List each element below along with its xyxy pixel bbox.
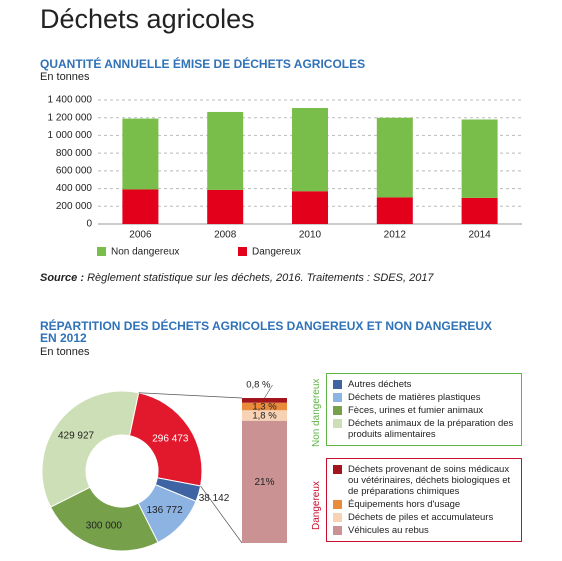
legend-item: Véhicules au rebus <box>333 525 515 536</box>
y-tick-label: 0 <box>86 219 92 230</box>
legend-box: Autres déchets Déchets de matières plasti… <box>326 373 522 446</box>
legend-swatch <box>333 465 342 474</box>
legend-label: Non dangereux <box>111 247 179 258</box>
legend-swatch <box>238 247 247 256</box>
chart-title: RÉPARTITION DES DÉCHETS AGRICOLES DANGER… <box>40 319 493 345</box>
y-tick-label: 200 000 <box>56 201 93 212</box>
y-tick-label: 1 400 000 <box>48 95 93 106</box>
breakdown-segment <box>242 402 287 411</box>
bar-segment <box>292 191 328 224</box>
legend-label: Dangereux <box>252 247 301 258</box>
source-text: Règlement statistique sur les déchets, 2… <box>87 272 434 284</box>
breakdown-segment <box>242 410 287 421</box>
x-tick-label: 2010 <box>299 230 322 241</box>
legend-swatch <box>97 247 106 256</box>
donut-slice <box>49 486 159 552</box>
chart-subtitle: En tonnes <box>40 71 90 83</box>
legend-item: Déchets de matières plastiques <box>333 392 515 403</box>
legend-label: Déchets provenant de soins médicaux ou v… <box>348 464 511 497</box>
legend-item: Équipements hors d'usage <box>333 499 515 510</box>
bar-segment <box>122 118 159 190</box>
x-tick-label: 2014 <box>468 230 491 241</box>
legend-label: Déchets de piles et accumulateurs <box>348 512 494 523</box>
bar-segment <box>376 117 413 198</box>
bar-segment <box>207 111 244 190</box>
donut-slice <box>128 392 203 487</box>
source-label: Source : <box>40 272 85 284</box>
legend-item: Déchets provenant de soins médicaux ou v… <box>333 464 515 497</box>
legend-swatch <box>333 500 342 509</box>
breakdown-segment <box>242 398 287 403</box>
connector <box>200 485 243 544</box>
legend-swatch <box>333 526 342 535</box>
y-tick-label: 600 000 <box>56 165 93 176</box>
legend-box: Déchets provenant de soins médicaux ou v… <box>326 458 522 542</box>
legend-swatch <box>333 513 342 522</box>
x-tick-label: 2008 <box>214 230 237 241</box>
bar-segment <box>461 119 498 198</box>
legend-swatch <box>333 393 342 402</box>
breakdown-label: 1,8 % <box>252 410 277 421</box>
bar-segment <box>207 189 244 224</box>
leader-line <box>264 384 273 399</box>
legend-label: Équipements hors d'usage <box>348 499 461 510</box>
x-tick-label: 2006 <box>129 230 152 241</box>
page-heading: Déchets agricoles <box>40 4 255 34</box>
donut-value-label: 296 473 <box>152 434 189 445</box>
donut-value-label: 429 927 <box>58 430 95 441</box>
donut-value-label: 38 142 <box>199 493 230 504</box>
y-tick-label: 800 000 <box>56 148 93 159</box>
source: Source : Règlement statistique sur les d… <box>40 272 434 284</box>
donut-value-label: 300 000 <box>86 521 123 532</box>
legend-swatch <box>333 419 342 428</box>
donut-value-label: 136 772 <box>147 505 184 516</box>
bar-segment <box>376 197 413 224</box>
legend-swatch <box>333 406 342 415</box>
legend-item: Autres déchets <box>333 379 515 390</box>
chart-subtitle: En tonnes <box>40 346 90 358</box>
connector <box>138 392 243 399</box>
legend-label: Véhicules au rebus <box>348 525 429 536</box>
chart-title: QUANTITÉ ANNUELLE ÉMISE DE DÉCHETS AGRIC… <box>40 57 366 71</box>
bar-segment <box>292 107 328 192</box>
legend-item: Déchets de piles et accumulateurs <box>333 512 515 523</box>
y-tick-label: 400 000 <box>56 183 93 194</box>
legend-label: Déchets de matières plastiques <box>348 392 481 403</box>
legend-swatch <box>333 380 342 389</box>
bar-segment <box>461 197 498 224</box>
donut-slice <box>41 390 140 508</box>
breakdown-label: 1,3 % <box>252 401 277 412</box>
legend-item: Fèces, urines et fumier animaux <box>333 405 515 416</box>
x-tick-label: 2012 <box>384 230 407 241</box>
breakdown-label: 0,8 % <box>246 380 271 391</box>
breakdown-label: 21% <box>254 477 274 488</box>
legend-item: Déchets animaux de la préparation des pr… <box>333 418 515 440</box>
group-label: Dangereux <box>311 481 322 530</box>
breakdown-segment <box>242 420 287 543</box>
legend-label: Autres déchets <box>348 379 412 390</box>
group-label: Non dangereux <box>311 378 322 447</box>
y-tick-label: 1 000 000 <box>48 130 93 141</box>
legend-label: Fèces, urines et fumier animaux <box>348 405 484 416</box>
legend-label: Déchets animaux de la préparation des pr… <box>348 418 514 440</box>
y-tick-label: 1 200 000 <box>48 112 93 123</box>
bar-segment <box>122 189 159 224</box>
